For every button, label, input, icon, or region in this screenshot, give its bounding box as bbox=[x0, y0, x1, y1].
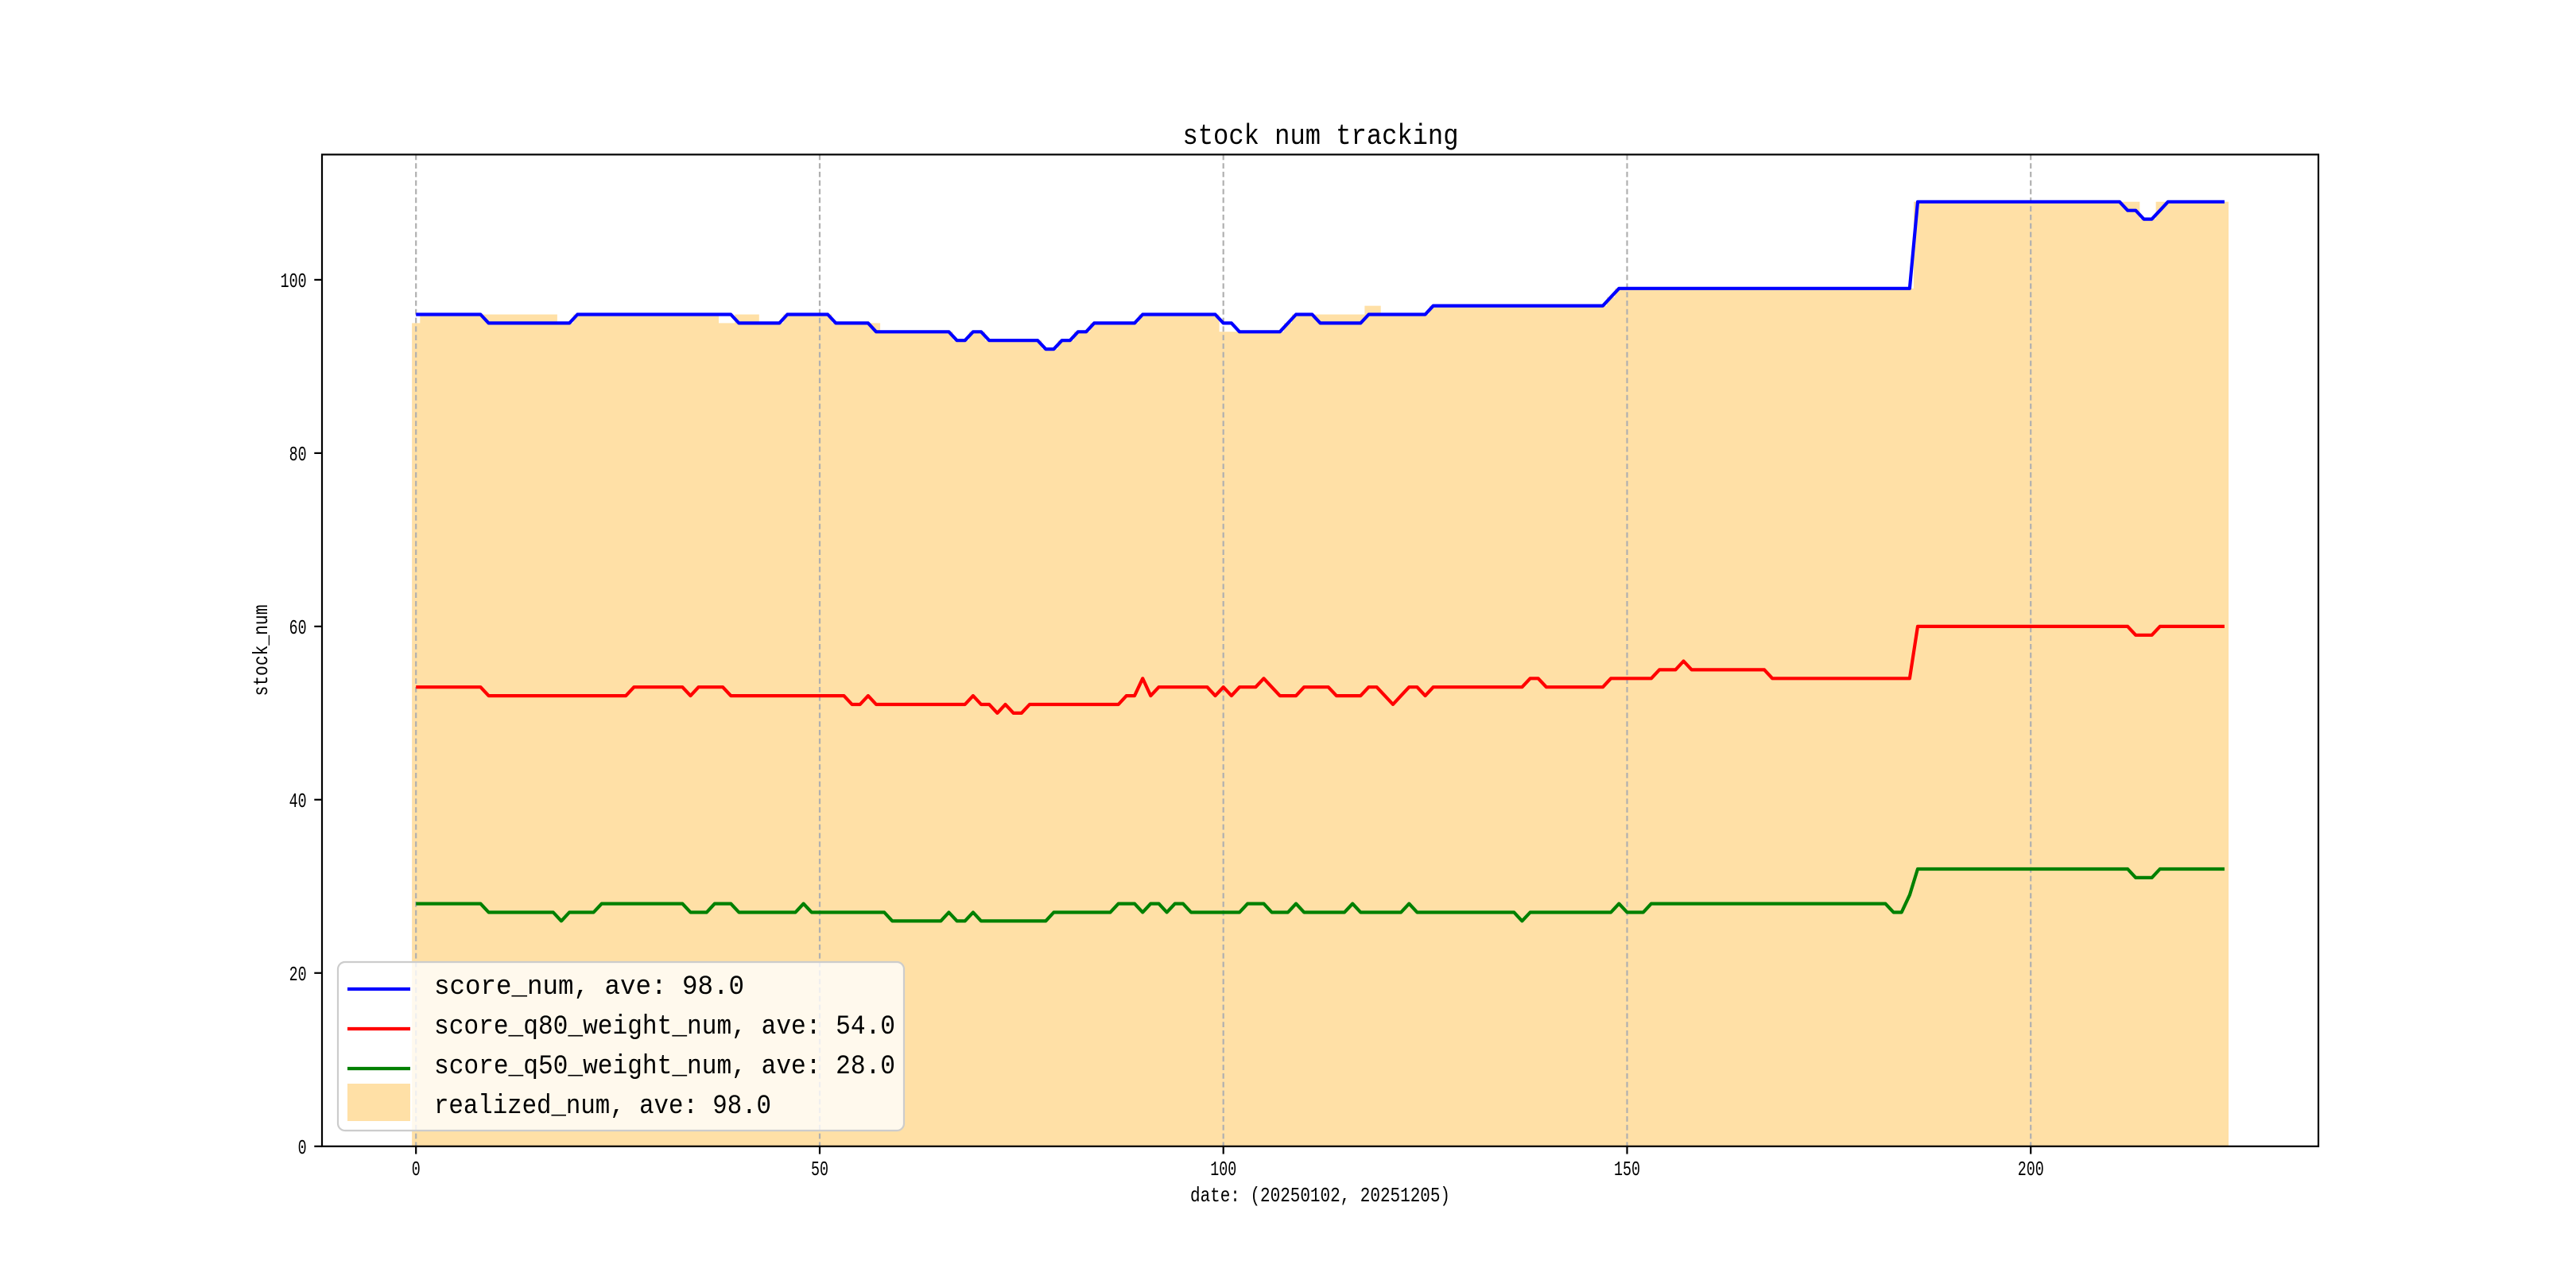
svg-text:150: 150 bbox=[1614, 1158, 1640, 1181]
svg-text:score_num, ave: 98.0: score_num, ave: 98.0 bbox=[434, 972, 744, 1003]
svg-text:0: 0 bbox=[412, 1158, 421, 1181]
svg-text:date: (20250102, 20251205): date: (20250102, 20251205) bbox=[1190, 1184, 1450, 1208]
svg-text:realized_num, ave: 98.0: realized_num, ave: 98.0 bbox=[434, 1092, 771, 1122]
svg-text:0: 0 bbox=[298, 1136, 307, 1160]
svg-text:100: 100 bbox=[1210, 1158, 1236, 1181]
svg-text:stock num tracking: stock num tracking bbox=[1183, 120, 1459, 153]
svg-text:100: 100 bbox=[281, 270, 307, 293]
svg-text:20: 20 bbox=[289, 963, 307, 987]
svg-text:200: 200 bbox=[2018, 1158, 2044, 1181]
svg-text:score_q80_weight_num, ave: 54.: score_q80_weight_num, ave: 54.0 bbox=[434, 1012, 895, 1042]
svg-text:80: 80 bbox=[289, 443, 307, 467]
svg-text:stock_num: stock_num bbox=[250, 605, 274, 696]
svg-text:score_q50_weight_num, ave: 28.: score_q50_weight_num, ave: 28.0 bbox=[434, 1052, 895, 1082]
svg-text:50: 50 bbox=[811, 1158, 828, 1181]
svg-text:60: 60 bbox=[289, 616, 307, 640]
svg-text:40: 40 bbox=[289, 789, 307, 813]
